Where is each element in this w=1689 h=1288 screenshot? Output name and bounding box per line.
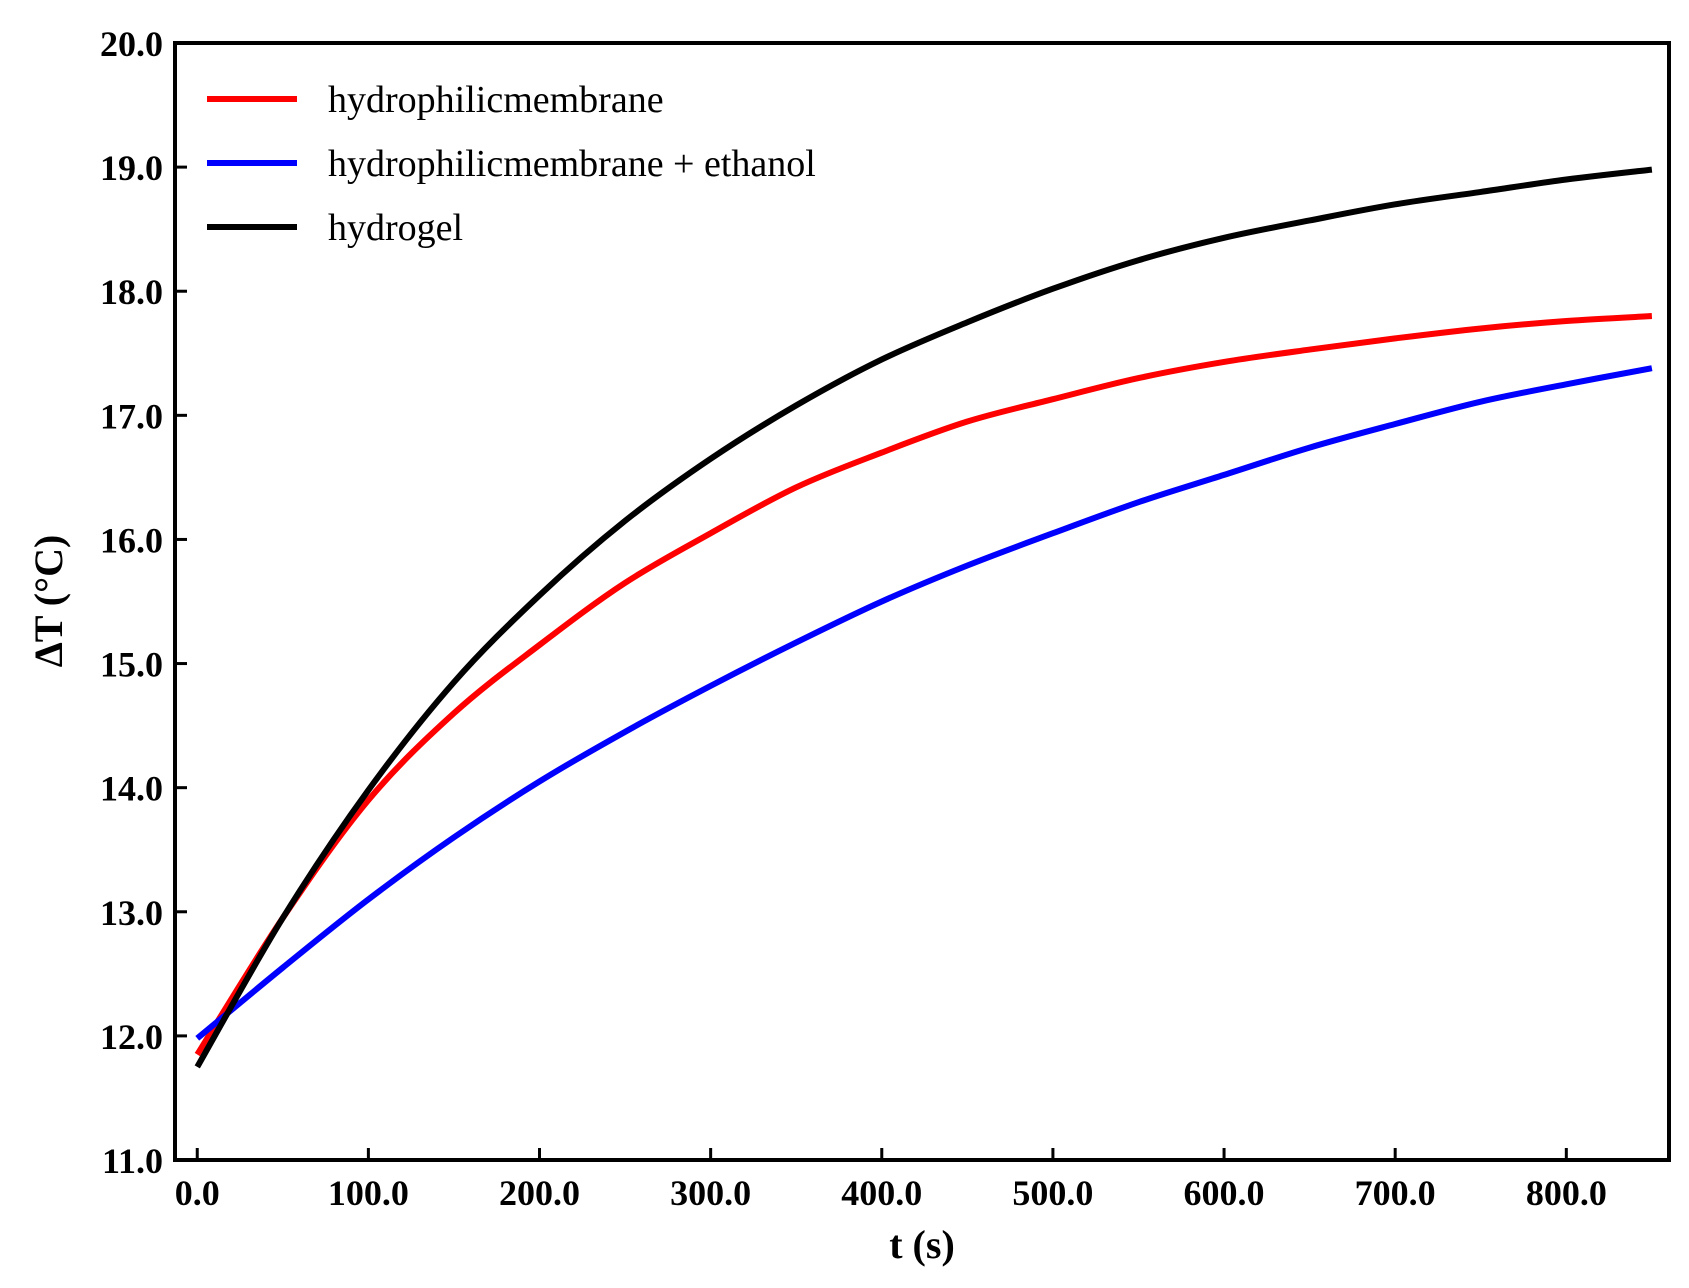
legend-label-0: hydrophilicmembrane <box>328 79 664 121</box>
y-tick-label: 17.0 <box>100 396 163 436</box>
legend-label-2: hydrogel <box>328 207 463 249</box>
y-tick-labels: 11.0 12.0 13.0 14.0 15.0 16.0 17.0 18.0 19.0 20.0 <box>100 24 163 1181</box>
y-axis-title: ΔT (°C) <box>26 535 71 668</box>
series-line-0 <box>194 313 1653 1057</box>
x-tick-label: 600.0 <box>1184 1173 1265 1213</box>
x-tick-label: 0.0 <box>175 1173 220 1213</box>
series-lines <box>194 166 1653 1069</box>
y-tick-label: 13.0 <box>100 893 163 933</box>
x-tick-label: 500.0 <box>1012 1173 1093 1213</box>
x-tick-label: 800.0 <box>1526 1173 1607 1213</box>
series-line-2 <box>194 166 1653 1069</box>
x-tick-labels: 0.0 100.0 200.0 300.0 400.0 500.0 600.0 700.0 80… <box>175 1173 1607 1213</box>
x-tick-label: 700.0 <box>1355 1173 1436 1213</box>
series-line-1 <box>195 365 1653 1041</box>
y-tick-label: 11.0 <box>102 1141 163 1181</box>
legend-label-1: hydrophilicmembrane + ethanol <box>328 143 816 185</box>
axis-ticks <box>175 41 1568 1162</box>
x-axis-title: t (s) <box>889 1222 955 1267</box>
y-tick-label: 14.0 <box>100 769 163 809</box>
y-tick-label: 16.0 <box>100 520 163 560</box>
plot-frame <box>173 41 1671 1162</box>
y-tick-label: 15.0 <box>100 645 163 685</box>
y-tick-label: 19.0 <box>100 148 163 188</box>
y-tick-label: 20.0 <box>100 24 163 64</box>
y-tick-label: 12.0 <box>100 1017 163 1057</box>
x-tick-label: 300.0 <box>670 1173 751 1213</box>
y-tick-label: 18.0 <box>100 272 163 312</box>
x-tick-label: 200.0 <box>499 1173 580 1213</box>
x-tick-label: 400.0 <box>841 1173 922 1213</box>
legend: hydrophilicmembrane hydrophilicmembrane +… <box>207 79 816 249</box>
x-tick-label: 100.0 <box>328 1173 409 1213</box>
